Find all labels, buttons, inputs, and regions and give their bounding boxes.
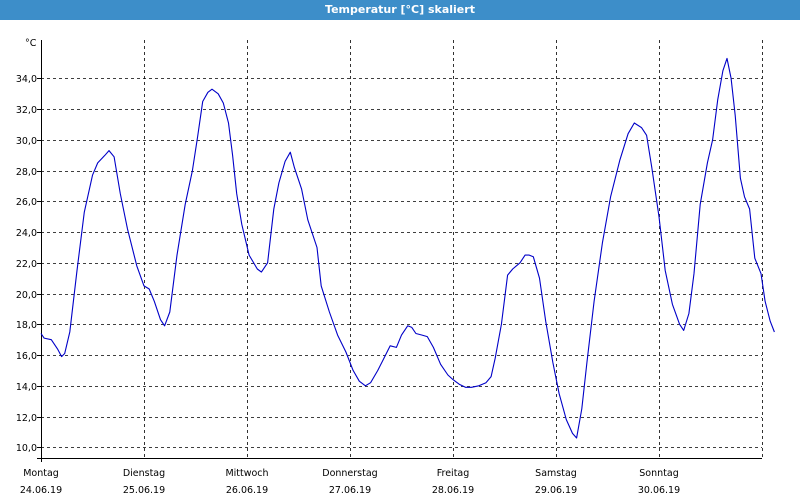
x-tick-labels: Montag 24.06.19 Dienstag 25.06.19 Mittwoch 26…	[20, 468, 680, 496]
x-tick-date: 25.06.19	[123, 485, 165, 496]
y-axis-label: °C	[25, 38, 37, 49]
x-tick-day: Samstag	[535, 468, 577, 479]
x-tick-date: 29.06.19	[535, 485, 577, 496]
y-tick-label: 20,0	[16, 290, 37, 301]
grid	[41, 40, 763, 458]
y-tick-label: 10,0	[16, 443, 37, 454]
x-tick-date: 24.06.19	[20, 485, 62, 496]
y-tick-label: 22,0	[16, 259, 37, 270]
x-tick-date: 30.06.19	[638, 485, 680, 496]
y-tick-label: 12,0	[16, 413, 37, 424]
temperature-series-line	[40, 57, 775, 439]
y-tick-label: 28,0	[16, 167, 37, 178]
tick-labels: 10,0 12,0 14,0 16,0 18,0 20,0 22,0 24,0 26,0 28,0…	[16, 38, 37, 454]
x-tick-day: Dienstag	[123, 468, 165, 479]
x-tick-date: 28.06.19	[432, 485, 474, 496]
x-tick-day: Freitag	[437, 468, 470, 479]
y-tick-label: 30,0	[16, 136, 37, 147]
x-tick-day: Donnerstag	[322, 468, 377, 479]
x-tick-day: Sonntag	[639, 468, 678, 479]
y-tick-label: 24,0	[16, 228, 37, 239]
x-tick-day: Mittwoch	[225, 468, 268, 479]
series-layer	[40, 57, 775, 439]
y-tick-label: 26,0	[16, 197, 37, 208]
x-tick-day: Montag	[23, 468, 59, 479]
y-tick-label: 14,0	[16, 382, 37, 393]
axes	[37, 40, 762, 462]
chart-title: Temperatur [°C] skaliert	[0, 0, 800, 20]
line-chart: 10,0 12,0 14,0 16,0 18,0 20,0 22,0 24,0 26,0 28,0…	[16, 38, 775, 496]
y-tick-label: 34,0	[16, 74, 37, 85]
y-tick-label: 16,0	[16, 351, 37, 362]
y-tick-label: 18,0	[16, 320, 37, 331]
x-tick-date: 27.06.19	[329, 485, 371, 496]
y-tick-label: 32,0	[16, 105, 37, 116]
x-tick-date: 26.06.19	[226, 485, 268, 496]
